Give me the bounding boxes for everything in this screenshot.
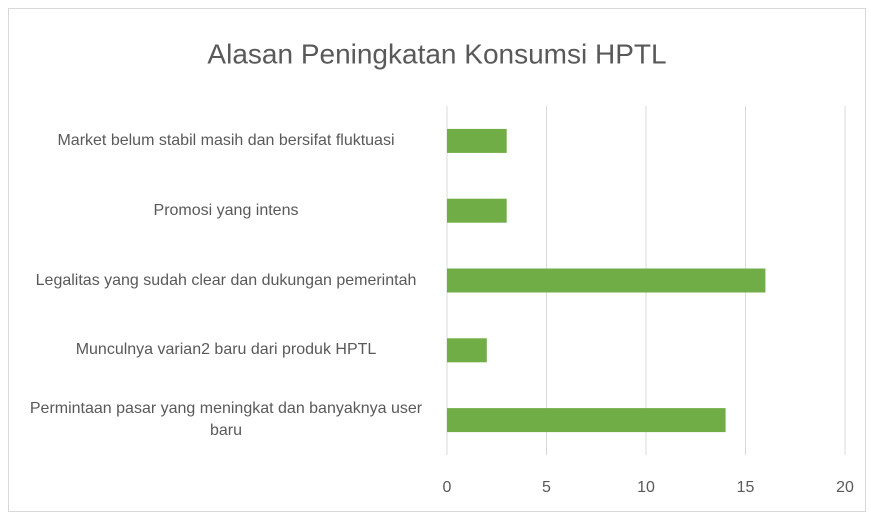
y-tick-label: Legalitas yang sudah clear dan dukungan … [35, 271, 417, 289]
bar [447, 408, 726, 433]
bar [447, 338, 487, 363]
x-tick-label: 15 [737, 479, 755, 496]
x-tick-label: 0 [443, 479, 452, 496]
x-tick-label: 10 [637, 479, 655, 496]
x-tick-label: 20 [836, 479, 854, 496]
y-tick-label: Market belum stabil masih dan bersifat f… [57, 131, 395, 149]
y-tick-label: Permintaan pasar yang meningkat dan bany… [29, 400, 423, 440]
bar [447, 268, 766, 293]
bar [447, 128, 507, 153]
y-tick-label: Promosi yang intens [153, 201, 299, 219]
bar [447, 198, 507, 223]
x-tick-label: 5 [542, 479, 551, 496]
y-tick-label: Munculnya varian2 baru dari produk HPTL [75, 341, 377, 359]
chart-title: Alasan Peningkatan Konsumsi HPTL [207, 38, 666, 69]
